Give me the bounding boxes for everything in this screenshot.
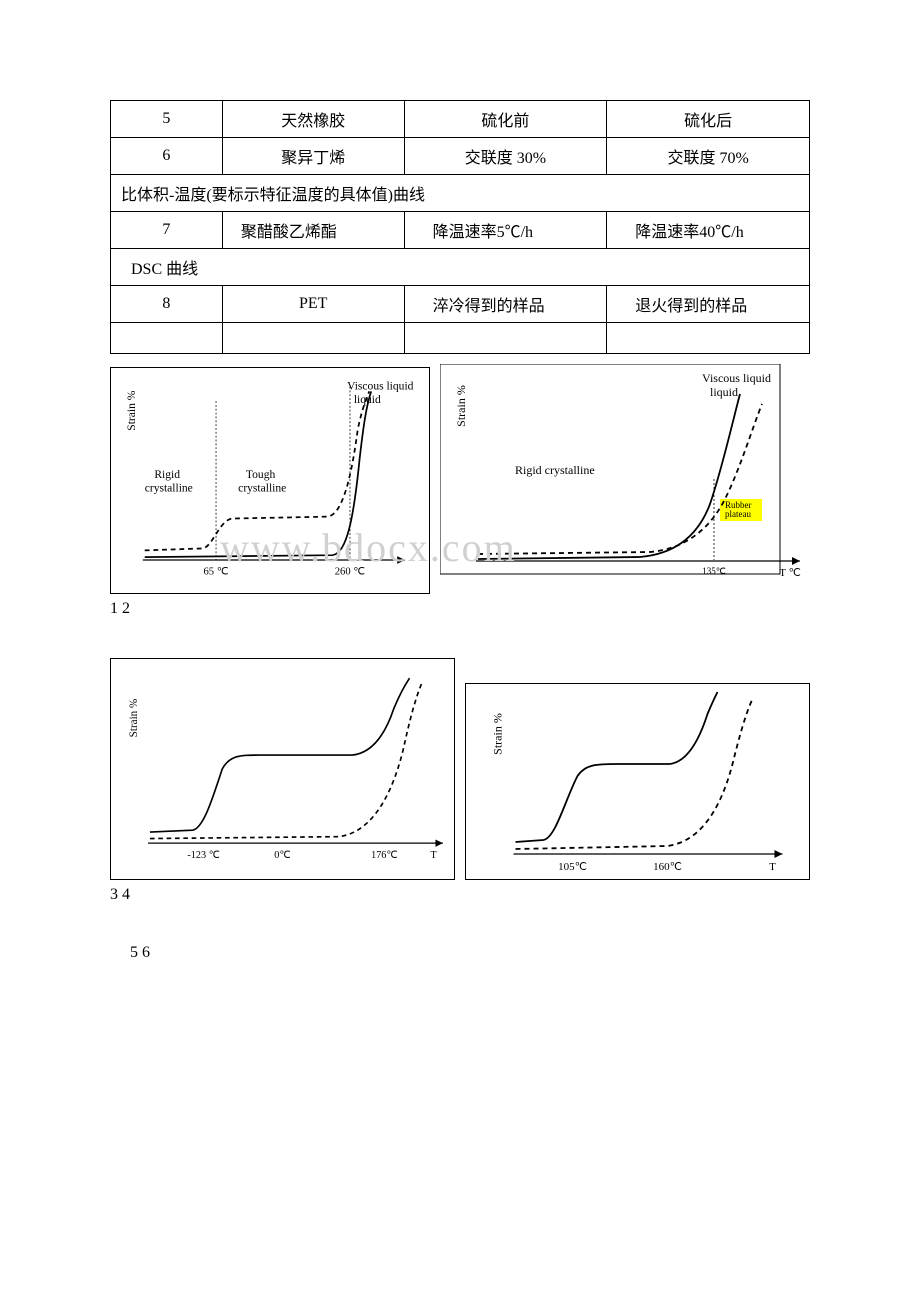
tick-label: 160℃	[653, 861, 682, 873]
curve-dashed	[516, 699, 753, 849]
material-cell: PET	[222, 286, 404, 323]
material-cell: 天然橡胶	[222, 101, 404, 138]
table-row: 7 聚醋酸乙烯酯 降温速率5℃/h 降温速率40℃/h	[111, 212, 810, 249]
x-axis-label: T	[769, 861, 776, 873]
tick-label: 176℃	[371, 850, 398, 861]
condition-cell: 交联度 30%	[404, 138, 607, 175]
strain-chart-1: Strain % Viscous liquid liquid Rigid cry…	[110, 367, 430, 594]
arrow-icon	[397, 556, 405, 564]
figure-caption: 1 2	[110, 600, 810, 618]
conditions-table: 5 天然橡胶 硫化前 硫化后 6 聚异丁烯 交联度 30% 交联度 70% 比体…	[110, 100, 810, 354]
row-number: 6	[111, 138, 223, 175]
figure-caption: 5 6	[130, 944, 810, 962]
curve-solid	[150, 678, 410, 832]
region-label: Tough	[246, 468, 276, 481]
table-row: 8 PET 淬冷得到的样品 退火得到的样品	[111, 286, 810, 323]
y-axis-label: Strain %	[128, 699, 140, 738]
empty-cell	[404, 323, 607, 354]
material-cell: 聚醋酸乙烯酯	[222, 212, 404, 249]
strain-chart-4: Strain % 105℃ 160℃ T	[465, 683, 810, 880]
tick-label: -123 ℃	[187, 850, 220, 861]
tick-label: 105℃	[558, 861, 587, 873]
row-number: 7	[111, 212, 223, 249]
region-label: Viscous liquid	[347, 379, 414, 392]
region-label: liquid	[710, 385, 738, 399]
charts-row-2: Strain % -123 ℃ 0℃ 176℃ T Strain % 105℃ …	[110, 658, 810, 880]
condition-cell: 硫化后	[607, 101, 810, 138]
tick-label: 0℃	[274, 850, 291, 861]
table-span-row: DSC 曲线	[111, 249, 810, 286]
arrow-icon	[775, 850, 783, 858]
condition-cell: 硫化前	[404, 101, 607, 138]
charts-row-1: Strain % Viscous liquid liquid Rigid cry…	[110, 364, 810, 594]
strain-chart-2: Strain % Viscous liquid liquid Rigid cry…	[440, 364, 810, 594]
y-axis-label: Strain %	[491, 713, 505, 755]
figure-caption: 3 4	[110, 886, 810, 904]
y-axis-label: Strain %	[125, 390, 138, 430]
arrow-icon	[792, 557, 800, 565]
tick-label: 135℃	[702, 566, 726, 576]
region-label: Viscous liquid	[702, 371, 771, 385]
table-row: 6 聚异丁烯 交联度 30% 交联度 70%	[111, 138, 810, 175]
condition-cell: 淬冷得到的样品	[404, 286, 607, 323]
region-label: crystalline	[238, 482, 286, 495]
highlight-label: plateau	[725, 509, 751, 519]
condition-cell: 降温速率40℃/h	[607, 212, 810, 249]
section-header: 比体积-温度(要标示特征温度的具体值)曲线	[111, 175, 810, 212]
curve-dashed	[150, 684, 422, 839]
x-axis-label: T	[430, 850, 437, 861]
condition-cell: 交联度 70%	[607, 138, 810, 175]
empty-cell	[222, 323, 404, 354]
empty-cell	[111, 323, 223, 354]
material-cell: 聚异丁烯	[222, 138, 404, 175]
arrow-icon	[435, 839, 442, 846]
region-label: Rigid crystalline	[515, 463, 595, 477]
section-header: DSC 曲线	[111, 249, 810, 286]
tick-label: 260 ℃	[335, 566, 366, 577]
table-span-row: 比体积-温度(要标示特征温度的具体值)曲线	[111, 175, 810, 212]
table-row	[111, 323, 810, 354]
condition-cell: 退火得到的样品	[607, 286, 810, 323]
strain-chart-3: Strain % -123 ℃ 0℃ 176℃ T	[110, 658, 455, 880]
x-axis-label: T ℃	[779, 567, 801, 579]
table-row: 5 天然橡胶 硫化前 硫化后	[111, 101, 810, 138]
row-number: 8	[111, 286, 223, 323]
tick-label: 65 ℃	[203, 566, 228, 577]
curve-solid	[516, 692, 718, 842]
region-label: Rigid	[154, 468, 180, 481]
empty-cell	[607, 323, 810, 354]
row-number: 5	[111, 101, 223, 138]
region-label: crystalline	[145, 482, 193, 495]
y-axis-label: Strain %	[454, 385, 468, 427]
condition-cell: 降温速率5℃/h	[404, 212, 607, 249]
